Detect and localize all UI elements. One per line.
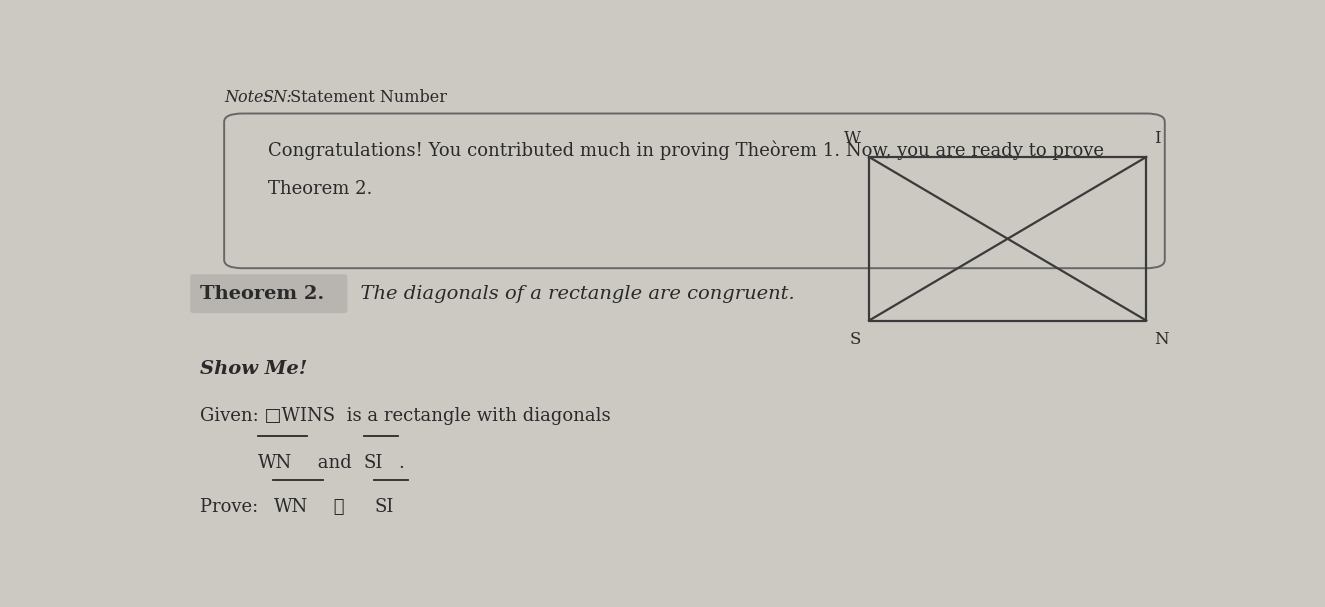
Text: I: I bbox=[1154, 130, 1161, 147]
FancyBboxPatch shape bbox=[224, 114, 1165, 268]
Text: WN: WN bbox=[273, 498, 307, 516]
Text: SN:: SN: bbox=[262, 89, 292, 106]
Text: S: S bbox=[849, 331, 861, 348]
Text: W: W bbox=[844, 130, 861, 147]
Text: Given: □WINS  is a rectangle with diagonals: Given: □WINS is a rectangle with diagona… bbox=[200, 407, 610, 425]
Text: The diagonals of a rectangle are congruent.: The diagonals of a rectangle are congrue… bbox=[348, 285, 795, 303]
Text: WN: WN bbox=[258, 454, 293, 472]
Text: SI: SI bbox=[364, 454, 383, 472]
Text: N: N bbox=[1154, 331, 1169, 348]
Text: Theorem 2.: Theorem 2. bbox=[200, 285, 323, 303]
Text: ≅: ≅ bbox=[327, 498, 350, 516]
Text: Note:: Note: bbox=[224, 89, 274, 106]
Text: Statement Number: Statement Number bbox=[285, 89, 447, 106]
Text: Show Me!: Show Me! bbox=[200, 361, 307, 378]
FancyBboxPatch shape bbox=[191, 274, 347, 313]
Text: Congratulations! You contributed much in proving Theòrem 1. Now, you are ready t: Congratulations! You contributed much in… bbox=[268, 141, 1104, 160]
Text: Theorem 2.: Theorem 2. bbox=[268, 180, 372, 198]
Text: .: . bbox=[399, 454, 404, 472]
Text: and: and bbox=[313, 454, 358, 472]
Text: Prove:: Prove: bbox=[200, 498, 264, 516]
Text: SI: SI bbox=[374, 498, 394, 516]
